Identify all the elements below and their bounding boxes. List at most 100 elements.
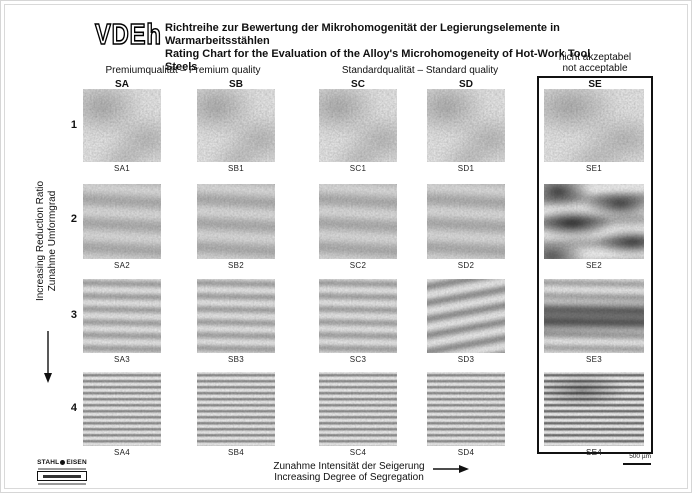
segregation-texture (319, 279, 397, 353)
fine-print-line (38, 482, 86, 485)
micrograph-label: SE3 (585, 355, 603, 364)
micrograph-image (197, 184, 275, 259)
micrograph-cell: SD3 (427, 279, 505, 364)
micrograph-image (319, 184, 397, 259)
segregation-texture (197, 89, 275, 162)
micrograph-cell: SE2 (544, 184, 644, 270)
right-arrow-icon (433, 465, 469, 473)
vdeh-logo: VDEh (94, 18, 162, 52)
group-label-premium: Premiumqualität – Premium quality (105, 65, 261, 76)
micrograph-label: SB1 (227, 164, 245, 173)
micrograph-cell: SB3 (197, 279, 275, 364)
publisher-box (37, 471, 87, 481)
micrograph-image (197, 89, 275, 162)
segregation-texture (83, 279, 161, 353)
stahleisen-emblem-icon (60, 459, 66, 465)
segregation-texture (544, 184, 644, 259)
micrograph-image (544, 279, 644, 353)
segregation-texture (427, 89, 505, 162)
micrograph-label: SE4 (585, 448, 603, 457)
not-acceptable-box (537, 76, 653, 454)
micrograph-cell: SE1 (544, 89, 644, 173)
segregation-texture (544, 89, 644, 162)
not-acceptable-german: nicht akzeptabel (558, 52, 632, 63)
publisher-word-eisen: EISEN (66, 459, 87, 466)
micrograph-label: SD3 (457, 355, 475, 364)
left-axis-english: Increasing Reduction Ratio (35, 180, 46, 302)
bottom-axis-label: Zunahme Intensität der Seigerung Increas… (249, 461, 449, 483)
micrograph-label: SC3 (349, 355, 367, 364)
publisher-name: STAHL EISEN (35, 459, 89, 466)
left-axis-label: Increasing Reduction Ratio Zunahme Umfor… (35, 151, 61, 331)
publisher-logo: STAHL EISEN (35, 459, 89, 486)
micrograph-cell: SE4 (544, 372, 644, 457)
micrograph-cell: SA4 (83, 372, 161, 457)
fine-print-line (38, 467, 86, 470)
micrograph-cell: SB4 (197, 372, 275, 457)
micrograph-label: SC2 (349, 261, 367, 270)
column-header-sd: SD (459, 79, 473, 90)
micrograph-cell: SA3 (83, 279, 161, 364)
micrograph-label: SD4 (457, 448, 475, 457)
micrograph-cell: SA2 (83, 184, 161, 270)
column-header-se: SE (588, 79, 602, 90)
micrograph-image (319, 279, 397, 353)
column-header-sa: SA (115, 79, 129, 90)
micrograph-cell: SE3 (544, 279, 644, 364)
row-number-3: 3 (70, 309, 77, 321)
segregation-texture (197, 279, 275, 353)
fine-print-line (42, 474, 82, 478)
micrograph-label: SA4 (113, 448, 131, 457)
down-arrow-icon (44, 331, 52, 383)
segregation-texture (83, 89, 161, 162)
micrograph-image (319, 372, 397, 446)
micrograph-image (544, 184, 644, 259)
segregation-texture (197, 372, 275, 446)
micrograph-cell: SC2 (319, 184, 397, 270)
segregation-texture (319, 184, 397, 259)
segregation-texture (319, 372, 397, 446)
micrograph-cell: SD2 (427, 184, 505, 270)
segregation-texture (197, 184, 275, 259)
title-german: Richtreihe zur Bewertung der Mikrohomoge… (165, 22, 560, 47)
micrograph-cell: SC1 (319, 89, 397, 173)
micrograph-cell: SD1 (427, 89, 505, 173)
micrograph-image (319, 89, 397, 162)
row-number-1: 1 (70, 119, 77, 131)
micrograph-image (83, 89, 161, 162)
micrograph-label: SC4 (349, 448, 367, 457)
micrograph-label: SA2 (113, 261, 131, 270)
segregation-texture (83, 372, 161, 446)
micrograph-image (427, 184, 505, 259)
row-number-2: 2 (70, 213, 77, 225)
micrograph-image (83, 184, 161, 259)
scale-label: 500 µm (629, 453, 651, 460)
not-acceptable-english: not acceptable (562, 63, 628, 74)
row-number-4: 4 (70, 402, 77, 414)
micrograph-image (83, 372, 161, 446)
left-axis-german: Zunahme Umformgrad (47, 190, 58, 292)
segregation-texture (427, 372, 505, 446)
bottom-axis-english: Increasing Degree of Segregation (274, 471, 424, 483)
micrograph-label: SB2 (227, 261, 245, 270)
micrograph-image (427, 89, 505, 162)
segregation-texture (544, 279, 644, 353)
column-header-sb: SB (229, 79, 243, 90)
group-label-not-acceptable: nicht akzeptabel not acceptable (537, 52, 653, 74)
segregation-texture (427, 184, 505, 259)
micrograph-image (544, 89, 644, 162)
micrograph-label: SD2 (457, 261, 475, 270)
micrograph-label: SC1 (349, 164, 367, 173)
column-header-sc: SC (351, 79, 365, 90)
micrograph-label: SE1 (585, 164, 603, 173)
micrograph-image (197, 372, 275, 446)
micrograph-cell: SA1 (83, 89, 161, 173)
scale-bar (623, 463, 651, 465)
micrograph-cell: SC4 (319, 372, 397, 457)
micrograph-label: SA3 (113, 355, 131, 364)
micrograph-image (83, 279, 161, 353)
micrograph-image (427, 372, 505, 446)
segregation-texture (319, 89, 397, 162)
micrograph-cell: SB2 (197, 184, 275, 270)
